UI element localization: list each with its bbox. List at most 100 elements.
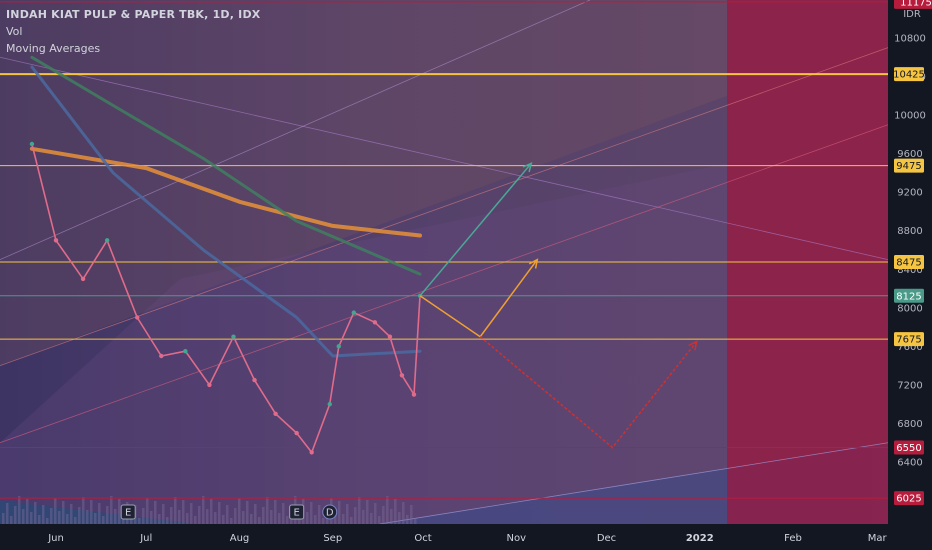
volume-bar	[250, 514, 253, 524]
volume-bar	[142, 508, 145, 524]
time-tick-label: Mar	[868, 533, 888, 544]
volume-bar	[194, 516, 197, 524]
time-tick-label: Aug	[230, 533, 250, 544]
price-axis[interactable]	[888, 0, 932, 550]
dividend-marker[interactable]	[322, 504, 338, 520]
volume-bar	[394, 499, 397, 524]
volume-bar	[102, 516, 105, 524]
price-badge-text: 11175	[900, 0, 932, 8]
price-point[interactable]	[372, 320, 378, 325]
price-badge-11175[interactable]	[894, 0, 932, 9]
price-tick-label: 8800	[897, 226, 922, 237]
volume-bar	[114, 509, 117, 524]
volume-bar	[66, 514, 69, 524]
price-point[interactable]	[80, 276, 86, 282]
price-point[interactable]	[104, 238, 110, 243]
event-marker-label: E	[293, 508, 299, 519]
volume-bar	[78, 507, 81, 524]
projection-path[interactable]	[419, 162, 532, 297]
earnings-marker[interactable]	[120, 504, 136, 520]
time-tick-label: Nov	[506, 533, 526, 544]
volume-bar	[218, 502, 221, 524]
price-badge-text: 8475	[896, 258, 921, 269]
volume-bar	[338, 501, 341, 524]
price-point[interactable]	[207, 382, 212, 388]
volume-bar	[226, 505, 229, 524]
price-badge-8125[interactable]	[894, 288, 924, 303]
price-point[interactable]	[309, 450, 314, 455]
price-point[interactable]	[336, 344, 341, 349]
price-point[interactable]	[387, 334, 393, 339]
price-point[interactable]	[183, 348, 188, 354]
volume-bar	[242, 511, 245, 524]
price-point[interactable]	[231, 334, 236, 339]
price-badge-6550[interactable]	[894, 440, 924, 455]
volume-bar	[374, 503, 377, 524]
volume-bar	[170, 507, 173, 524]
volume-bar	[146, 498, 149, 524]
volume-bar	[366, 500, 369, 524]
volume-bar	[166, 517, 169, 524]
volume-bar	[94, 513, 97, 524]
moving-average-line[interactable]	[30, 55, 422, 276]
moving-average-line[interactable]	[30, 65, 422, 358]
volume-bar	[378, 516, 381, 524]
price-point[interactable]	[273, 411, 278, 417]
price-badge-9475[interactable]	[894, 158, 924, 173]
volume-bar	[106, 506, 109, 524]
time-tick-label: 2022	[686, 533, 714, 544]
moving-average-line[interactable]	[29, 146, 422, 238]
volume-bar	[54, 498, 57, 524]
volume-bar	[306, 512, 309, 524]
price-point[interactable]	[327, 401, 332, 407]
volume-bar	[210, 499, 213, 524]
trendline	[0, 47, 889, 367]
volume-bar	[222, 515, 225, 524]
event-marker-label: E	[125, 508, 131, 519]
volume-bar	[10, 516, 13, 524]
volume-bar	[18, 496, 21, 524]
projection-arrowhead	[522, 161, 533, 173]
price-point[interactable]	[159, 353, 164, 359]
trendline	[0, 0, 591, 261]
volume-bar	[214, 512, 217, 524]
volume-bar	[254, 504, 257, 524]
volume-bar	[22, 509, 25, 524]
price-point[interactable]	[294, 430, 299, 436]
volume-bar	[358, 497, 361, 524]
earnings-marker[interactable]	[289, 504, 305, 520]
price-point[interactable]	[252, 377, 257, 383]
volume-bar	[274, 500, 277, 524]
price-badge-8475[interactable]	[894, 255, 924, 270]
volume-bar	[2, 513, 5, 524]
price-point[interactable]	[29, 141, 35, 147]
price-badge-7675[interactable]	[894, 332, 924, 347]
time-tick-label: Jun	[47, 533, 64, 544]
price-point[interactable]	[399, 373, 405, 378]
time-tick-label: Oct	[414, 533, 431, 544]
volume-bar	[82, 497, 85, 524]
volume-bar	[310, 502, 313, 524]
price-badge-10425[interactable]	[894, 67, 924, 82]
price-point[interactable]	[53, 238, 59, 243]
price-point[interactable]	[135, 315, 140, 320]
volume-bar	[262, 507, 265, 524]
trendline	[0, 56, 889, 261]
volume-bar	[314, 515, 317, 524]
price-point[interactable]	[411, 392, 417, 397]
price-tick-label: 9600	[897, 149, 922, 160]
volume-bar	[370, 513, 373, 524]
projection-path[interactable]	[479, 336, 698, 449]
time-tick-label: Feb	[784, 533, 802, 544]
volume-bar	[342, 514, 345, 524]
volume-indicator-label[interactable]: Vol	[6, 25, 23, 38]
price-badge-text: 6025	[896, 494, 921, 505]
volume-bar	[350, 517, 353, 524]
time-axis[interactable]	[0, 524, 932, 550]
price-badge-6025[interactable]	[894, 491, 924, 506]
price-point[interactable]	[351, 310, 357, 315]
moving-averages-label[interactable]: Moving Averages	[6, 42, 101, 55]
currency-label: IDR	[903, 9, 921, 20]
